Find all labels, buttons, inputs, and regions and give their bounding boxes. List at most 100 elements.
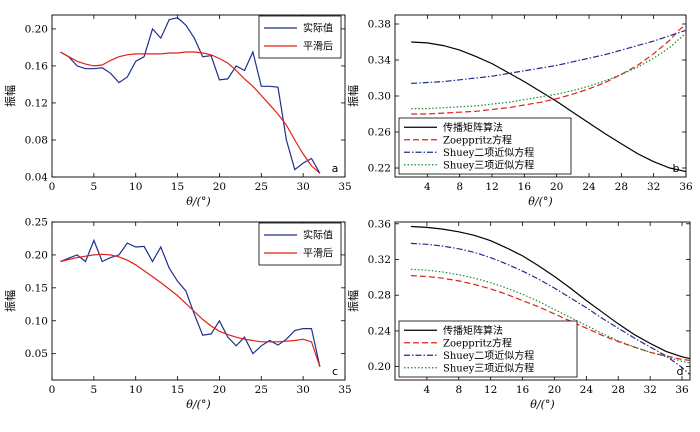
legend-entry: 实际值 bbox=[303, 229, 333, 242]
x-tick-label: 24 bbox=[582, 181, 596, 193]
legend-entry: Shuey二项近似方程 bbox=[443, 146, 534, 159]
plot-frame bbox=[51, 14, 346, 178]
x-tick-label: 10 bbox=[129, 181, 142, 193]
series-line-1 bbox=[411, 41, 686, 173]
y-tick-label: 0.15 bbox=[25, 282, 48, 294]
y-tick-label: 0.28 bbox=[368, 290, 391, 302]
x-tick-label: 5 bbox=[91, 384, 98, 396]
x-tick-label: 8 bbox=[456, 181, 463, 193]
y-tick-label: 0.05 bbox=[25, 348, 48, 360]
x-tick-label: 12 bbox=[485, 181, 498, 193]
y-tick-label: 0.25 bbox=[25, 217, 48, 229]
x-tick-label: 20 bbox=[213, 384, 226, 396]
panel-label: c bbox=[332, 365, 338, 378]
y-tick-label: 0.34 bbox=[368, 55, 392, 67]
chart-panel-a: 0 5 10 15 20 25 30 35 0.04 0.08 0.12 0.16 0.20 θ/(°) 振… bbox=[3, 14, 352, 208]
y-tick-label: 0.38 bbox=[368, 19, 391, 31]
legend-entry: Shuey二项近似方程 bbox=[443, 349, 534, 362]
series-line-3 bbox=[410, 242, 690, 376]
x-tick-label: 35 bbox=[338, 384, 351, 396]
x-tick-label: 15 bbox=[171, 181, 184, 193]
x-tick-label: 36 bbox=[675, 384, 689, 396]
y-tick-label: 0.10 bbox=[25, 315, 48, 327]
y-tick-label: 0.08 bbox=[25, 134, 48, 146]
x-tick-label: 0 bbox=[49, 181, 56, 193]
legend-entry: Shuey三项近似方程 bbox=[443, 158, 534, 171]
chart-panel-d: 4 8 12 16 20 24 28 32 36 0.20 0.24 0.28 0.32 0.36 θ/(°… bbox=[346, 218, 691, 411]
x-tick-label: 30 bbox=[296, 384, 309, 396]
legend-box bbox=[258, 222, 342, 266]
x-tick-label: 10 bbox=[129, 384, 142, 396]
y-tick-label: 0.36 bbox=[368, 218, 392, 230]
series-line-2 bbox=[60, 253, 321, 367]
legend-entry: Zoeppritz方程 bbox=[443, 336, 512, 349]
x-axis-label: θ/(°) bbox=[186, 195, 210, 208]
x-tick-label: 32 bbox=[643, 384, 656, 396]
y-axis-label: 振幅 bbox=[346, 290, 360, 312]
x-axis-label: θ/(°) bbox=[530, 398, 554, 411]
x-axis-label: θ/(°) bbox=[528, 195, 552, 208]
y-tick-label: 0.20 bbox=[25, 249, 48, 261]
panel-label: a bbox=[332, 162, 339, 175]
x-tick-label: 20 bbox=[213, 181, 226, 193]
panel-label: d bbox=[677, 365, 684, 378]
legend-box bbox=[258, 15, 342, 59]
legend-entry: 实际值 bbox=[303, 22, 333, 35]
x-tick-label: 0 bbox=[49, 384, 56, 396]
x-tick-label: 4 bbox=[424, 384, 431, 396]
x-axis-label: θ/(°) bbox=[186, 398, 210, 411]
x-tick-label: 25 bbox=[255, 384, 268, 396]
chart-panel-c: 0 5 10 15 20 25 30 35 0.05 0.10 0.15 0.20 0.25 θ/(°) 振… bbox=[3, 217, 352, 412]
series-line-2 bbox=[411, 23, 686, 115]
series-line-2 bbox=[410, 275, 690, 361]
x-tick-label: 28 bbox=[615, 181, 628, 193]
series-line-1 bbox=[60, 238, 321, 367]
y-axis-label: 振幅 bbox=[3, 85, 17, 107]
x-tick-label: 30 bbox=[296, 181, 309, 193]
x-tick-label: 35 bbox=[338, 181, 351, 193]
x-tick-label: 8 bbox=[455, 384, 462, 396]
x-tick-label: 16 bbox=[518, 181, 532, 193]
x-tick-label: 20 bbox=[548, 384, 561, 396]
series-line-3 bbox=[411, 29, 686, 84]
y-tick-label: 0.24 bbox=[368, 325, 392, 337]
x-tick-label: 25 bbox=[255, 181, 268, 193]
x-tick-label: 32 bbox=[647, 181, 660, 193]
x-tick-label: 4 bbox=[424, 181, 431, 193]
x-tick-label: 24 bbox=[580, 384, 594, 396]
y-tick-label: 0.12 bbox=[25, 97, 48, 109]
y-tick-label: 0.16 bbox=[25, 60, 49, 72]
x-tick-label: 16 bbox=[516, 384, 530, 396]
plot-frame bbox=[51, 221, 346, 381]
panel-label: b bbox=[673, 162, 680, 175]
x-tick-label: 5 bbox=[91, 181, 98, 193]
series-line-1 bbox=[60, 17, 321, 174]
y-tick-label: 0.22 bbox=[368, 163, 391, 175]
series-line-4 bbox=[411, 32, 686, 110]
y-tick-label: 0.20 bbox=[368, 361, 391, 373]
plot-frame bbox=[394, 221, 691, 381]
legend-entry: Zoeppritz方程 bbox=[443, 133, 512, 146]
x-tick-label: 28 bbox=[612, 384, 625, 396]
x-tick-label: 12 bbox=[484, 384, 497, 396]
y-tick-label: 0.30 bbox=[368, 91, 391, 103]
legend-entry: Shuey三项近似方程 bbox=[443, 361, 534, 374]
y-tick-label: 0.32 bbox=[368, 254, 391, 266]
chart-panel-b: 4 8 12 16 20 24 28 32 36 0.22 0.26 0.30 0.34 0.38 θ/(°… bbox=[346, 14, 693, 208]
y-tick-label: 0.04 bbox=[25, 172, 49, 184]
legend-entry: 传播矩阵算法 bbox=[443, 121, 503, 134]
legend-entry: 平滑后 bbox=[303, 41, 333, 53]
y-axis-label: 振幅 bbox=[346, 85, 360, 107]
series-line-1 bbox=[410, 225, 690, 360]
y-tick-label: 0.26 bbox=[368, 127, 392, 139]
y-tick-label: 0.20 bbox=[25, 23, 48, 35]
x-tick-label: 20 bbox=[550, 181, 563, 193]
x-tick-label: 36 bbox=[679, 181, 693, 193]
legend-entry: 平滑后 bbox=[303, 248, 333, 260]
x-tick-label: 15 bbox=[171, 384, 184, 396]
